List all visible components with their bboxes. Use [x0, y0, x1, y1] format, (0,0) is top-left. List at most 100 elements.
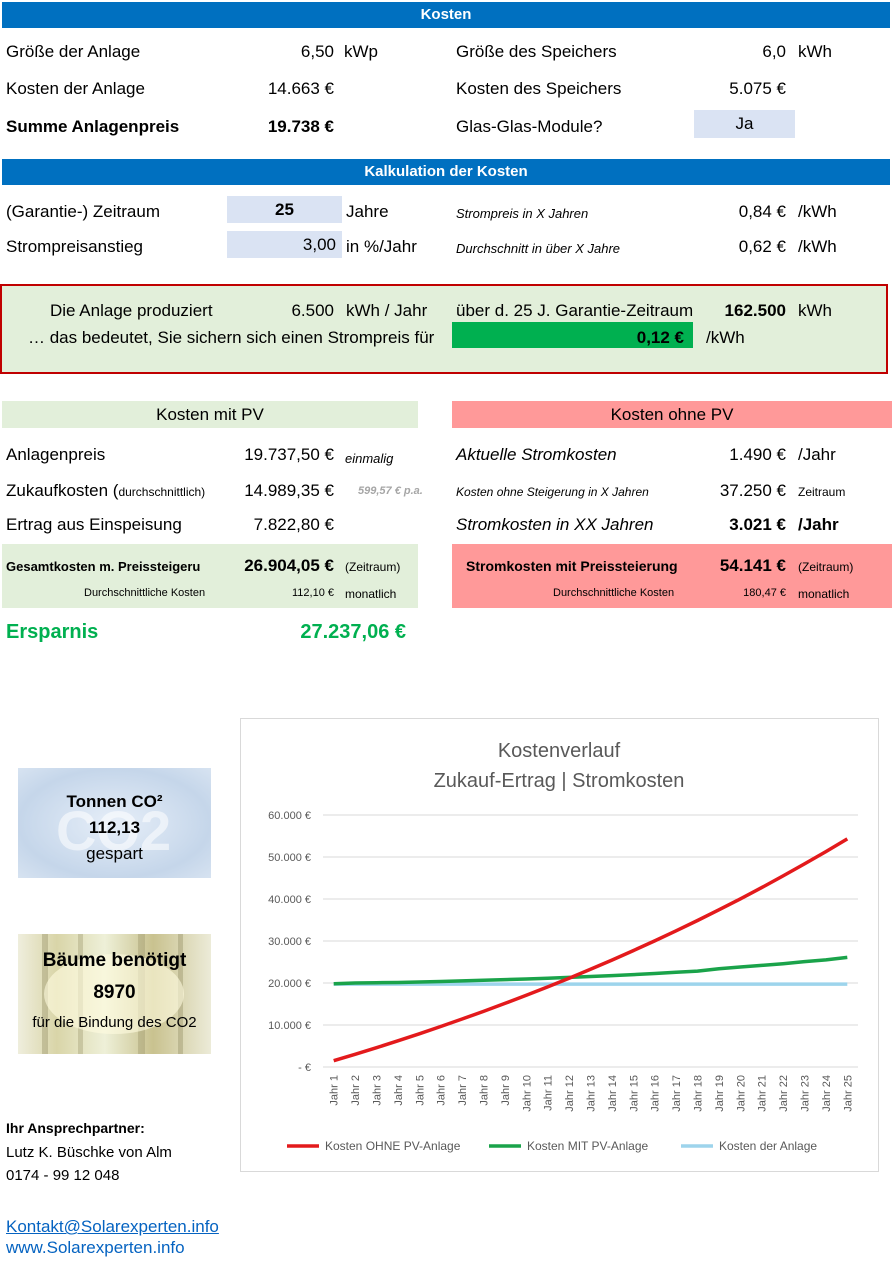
contact-email-link[interactable]: Kontakt@Solarexperten.info: [6, 1217, 219, 1236]
chart-subtitle: Zukauf-Ertrag | Stromkosten: [434, 770, 685, 792]
strompreis-highlight-cell: [452, 322, 693, 348]
x-tick-label: Jahr 22: [778, 1075, 790, 1112]
x-tick-label: Jahr 14: [607, 1075, 619, 1112]
ohne-steigerung-unit: Zeitraum: [798, 485, 846, 499]
aktuell-value: 1.490 €: [729, 445, 786, 464]
production-summary-box: [0, 284, 888, 374]
garantie-label: über d. 25 J. Garantie-Zeitraum: [456, 301, 694, 320]
strompreis-value: 0,12 €: [636, 328, 684, 347]
y-tick-label: 10.000 €: [268, 1020, 311, 1032]
zukauf-note: 599,57 € p.a.: [358, 485, 423, 497]
contact-name: Lutz K. Büschke von Alm: [6, 1144, 172, 1161]
chart-legend: Kosten OHNE PV-Anlage Kosten MIT PV-Anlag…: [287, 1139, 817, 1153]
co2-title: Tonnen CO²: [66, 792, 163, 811]
x-tick-label: Jahr 6: [436, 1075, 448, 1106]
mit-steigerung-value: 54.141 €: [719, 556, 786, 575]
chart-series: [333, 837, 849, 1063]
strompreis-x-label: Strompreis in X Jahren: [456, 206, 589, 221]
x-tick-label: Jahr 20: [735, 1075, 747, 1112]
x-tick-label: Jahr 23: [800, 1075, 812, 1112]
co2-sub: gespart: [86, 844, 143, 863]
durchschnitt-label: Durchschnitt in über X Jahre: [456, 241, 621, 256]
trees-sub: für die Bindung des CO2: [32, 1014, 197, 1031]
ohne-steigerung-value: 37.250 €: [719, 481, 786, 500]
ersparnis-value: 27.237,06 €: [300, 621, 406, 643]
series-line: [333, 955, 848, 986]
ohne-durchschnitt-value: 180,47 €: [743, 587, 786, 599]
speicher-size-unit: kWh: [798, 42, 832, 61]
legend-label: Kosten der Anlage: [719, 1139, 817, 1153]
durchschnitt-value: 0,62 €: [738, 237, 786, 256]
y-tick-label: 20.000 €: [268, 978, 311, 990]
co2-watermark: CO2: [56, 799, 172, 862]
anlage-size-value[interactable]: 6,50: [300, 42, 334, 61]
x-tick-label: Jahr 11: [543, 1075, 555, 1111]
x-tick-label: Jahr 3: [372, 1075, 384, 1106]
y-axis-ticks: - € 10.000 € 20.000 € 30.000 € 40.000 € 50.00…: [268, 810, 311, 1074]
chart-container: Kostenverlauf Zukauf-Ertrag | Stromkoste…: [240, 718, 879, 1172]
gesamtkosten-note: (Zeitraum): [345, 560, 401, 574]
anstieg-input[interactable]: 3,00: [227, 231, 342, 258]
anstieg-label: Strompreisanstieg: [6, 237, 144, 256]
aktuell-label: Aktuelle Stromkosten: [456, 445, 617, 464]
mit-steigerung-note: (Zeitraum): [798, 560, 854, 574]
xx-jahre-label: Stromkosten in XX Jahren: [456, 515, 654, 534]
x-tick-label: Jahr 1: [329, 1075, 341, 1106]
bedeutet-label: … das bedeutet, Sie sichern sich einen S…: [28, 328, 435, 347]
forest-background: [42, 934, 184, 1054]
contact-web-link[interactable]: www.Solarexperten.info: [6, 1238, 185, 1257]
ohne-durchschnitt-note: monatlich: [798, 587, 850, 601]
ertrag-label: Ertrag aus Einspeisung: [6, 515, 182, 534]
x-axis-ticks: Jahr 1 Jahr 2 Jahr 3 Jahr 4 Jahr 5 Jahr 6 Jahr…: [329, 1075, 855, 1112]
anlagenpreis-label: Anlagenpreis: [6, 445, 106, 464]
x-tick-label: Jahr 2: [350, 1075, 362, 1106]
chart-title: Kostenverlauf: [498, 740, 621, 762]
y-tick-label: - €: [298, 1062, 311, 1074]
x-tick-label: Jahr 10: [521, 1075, 533, 1112]
zeitraum-unit: Jahre: [346, 202, 389, 221]
trees-value: 8970: [93, 982, 136, 1003]
trees-title: Bäume benötigt: [42, 950, 187, 971]
pv-durchschnitt-label: Durchschnittliche Kosten: [84, 587, 206, 599]
kosten-speicher-label: Kosten des Speichers: [456, 79, 622, 98]
contact-phone: 0174 - 99 12 048: [6, 1167, 120, 1184]
y-tick-label: 30.000 €: [268, 936, 311, 948]
ohne-steigerung-label: Kosten ohne Steigerung in X Jahren: [456, 485, 649, 499]
contact-heading: Ihr Ansprechpartner:: [6, 1120, 145, 1136]
gesamtkosten-value: 26.904,05 €: [244, 556, 334, 575]
x-tick-label: Jahr 5: [414, 1075, 426, 1106]
glas-module-select[interactable]: Ja: [694, 110, 795, 138]
anlagenpreis-value: 19.737,50 €: [244, 445, 334, 464]
y-tick-label: 60.000 €: [268, 810, 311, 822]
anlage-size-label: Größe der Anlage: [6, 42, 141, 61]
ohne-durchschnitt-label: Durchschnittliche Kosten: [553, 587, 675, 599]
aktuell-unit: /Jahr: [798, 445, 836, 464]
series-line: [333, 837, 849, 1063]
gesamtkosten-label: Gesamtkosten m. Preissteigeru: [6, 559, 201, 574]
ohne-pv-summary: [452, 544, 892, 608]
ohne-pv-header: Kosten ohne PV: [452, 401, 892, 428]
co2-panel: CO2 Tonnen CO² 112,13 gespart: [18, 768, 211, 878]
section-header-kalkulation: Kalkulation der Kosten: [2, 159, 890, 185]
trees-panel: Bäume benötigt 8970 für die Bindung des …: [18, 934, 211, 1054]
speicher-size-value[interactable]: 6,0: [762, 42, 786, 61]
xx-jahre-unit: /Jahr: [798, 515, 839, 534]
legend-label: Kosten OHNE PV-Anlage: [325, 1139, 461, 1153]
garantie-value: 162.500: [724, 301, 786, 320]
zeitraum-input[interactable]: 25: [227, 196, 342, 223]
durchschnitt-unit: /kWh: [798, 237, 837, 256]
zeitraum-label: (Garantie-) Zeitraum: [6, 202, 160, 221]
produziert-unit: kWh / Jahr: [346, 301, 428, 320]
zukauf-label-small: durchschnittlich): [118, 485, 206, 499]
zukauf-label: Zukaufkosten (durchschnittlich): [6, 481, 205, 501]
co2-value: 112,13: [88, 818, 141, 837]
chart-grid: [323, 814, 858, 1068]
anlagenpreis-note: einmalig: [345, 451, 394, 466]
strompreis-x-value: 0,84 €: [738, 202, 786, 221]
y-tick-label: 40.000 €: [268, 894, 311, 906]
zukauf-value: 14.989,35 €: [244, 481, 334, 500]
ertrag-value: 7.822,80 €: [253, 515, 334, 534]
speicher-size-label: Größe des Speichers: [456, 42, 617, 61]
xx-jahre-value: 3.021 €: [729, 515, 786, 534]
glas-module-label: Glas-Glas-Module?: [456, 117, 603, 136]
